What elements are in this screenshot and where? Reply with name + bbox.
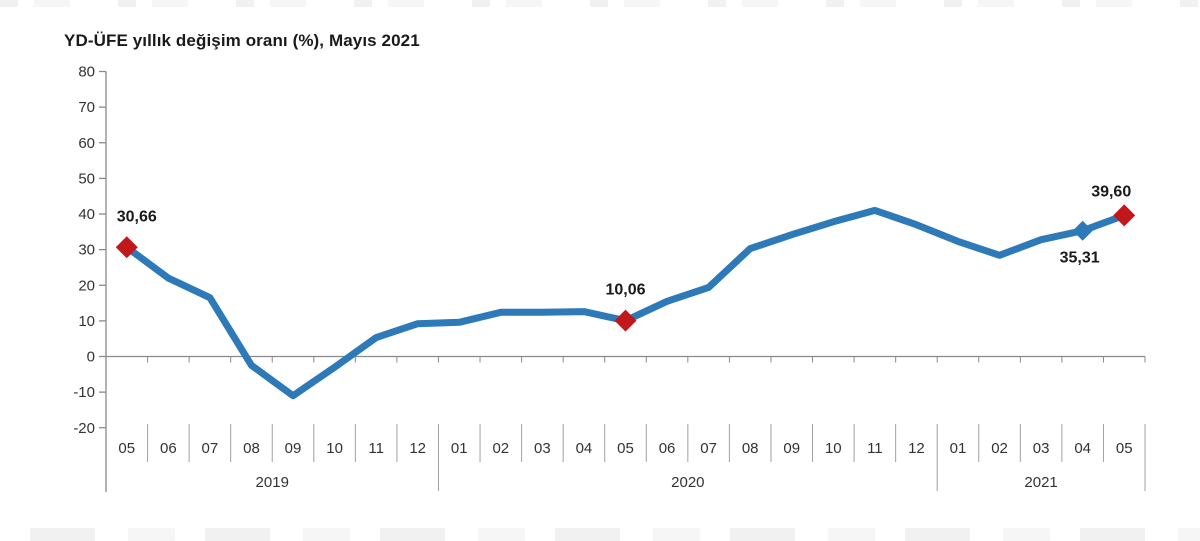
month-label: 01 <box>950 440 967 457</box>
month-label: 07 <box>700 440 717 457</box>
month-label: 05 <box>1116 440 1133 457</box>
month-label: 08 <box>742 440 759 457</box>
year-label: 2020 <box>671 474 704 491</box>
month-label: 12 <box>409 440 426 457</box>
data-label: 35,31 <box>1060 250 1100 267</box>
chart-title: YD-ÜFE yıllık değişim oranı (%), Mayıs 2… <box>64 31 420 50</box>
month-label: 09 <box>285 440 302 457</box>
marker-diamond <box>1113 204 1136 227</box>
y-tick-label: 30 <box>78 242 95 259</box>
marker-diamond <box>115 236 138 259</box>
y-tick-label: 70 <box>78 99 95 116</box>
month-label: 02 <box>991 440 1008 457</box>
month-label: 07 <box>202 440 219 457</box>
y-tick-label: 10 <box>78 313 95 330</box>
month-label: 05 <box>118 440 135 457</box>
month-label: 11 <box>867 440 883 457</box>
y-tick-label: 40 <box>78 206 95 223</box>
year-label: 2019 <box>256 474 289 491</box>
data-label: 30,66 <box>117 208 157 225</box>
month-label: 06 <box>160 440 177 457</box>
month-label: 10 <box>326 440 343 457</box>
marker-diamond <box>614 309 637 332</box>
y-tick-label: 20 <box>78 277 95 294</box>
marker-diamond <box>1072 220 1093 241</box>
month-label: 03 <box>534 440 551 457</box>
month-label: 10 <box>825 440 842 457</box>
month-label: 02 <box>492 440 509 457</box>
year-label: 2021 <box>1024 474 1057 491</box>
y-tick-label: 60 <box>78 135 95 152</box>
month-label: 09 <box>783 440 800 457</box>
series-line <box>124 206 1126 400</box>
y-tick-label: 80 <box>78 64 95 81</box>
data-label: 39,60 <box>1091 183 1131 200</box>
month-label: 04 <box>1074 440 1091 457</box>
month-label: 11 <box>368 440 384 457</box>
month-label: 01 <box>451 440 468 457</box>
month-label: 08 <box>243 440 260 457</box>
y-tick-label: -10 <box>73 384 95 401</box>
month-label: 03 <box>1033 440 1050 457</box>
month-label: 05 <box>617 440 634 457</box>
y-tick-label: -20 <box>73 420 95 437</box>
month-label: 06 <box>659 440 676 457</box>
month-label: 04 <box>576 440 593 457</box>
y-tick-label: 50 <box>78 170 95 187</box>
data-label: 10,06 <box>605 282 645 299</box>
month-label: 12 <box>908 440 925 457</box>
y-tick-label: 0 <box>87 349 95 366</box>
